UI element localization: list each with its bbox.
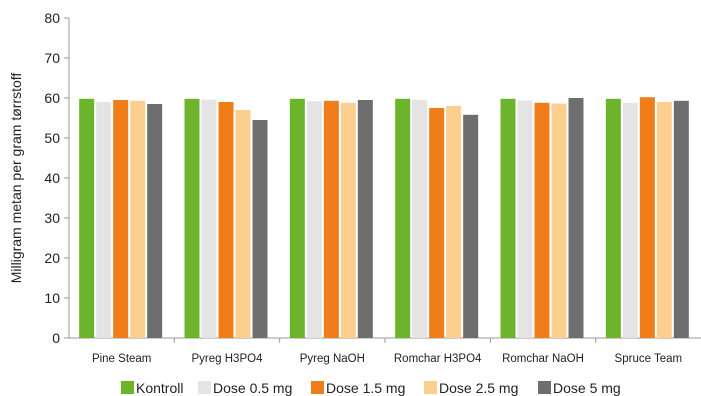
legend-swatch <box>121 381 134 394</box>
bar <box>429 108 445 338</box>
y-tick-label: 40 <box>44 170 60 186</box>
bar <box>113 100 129 338</box>
bar <box>656 102 672 338</box>
legend-label: Dose 0.5 mg <box>213 380 292 396</box>
bar <box>96 102 112 338</box>
x-tick-label: Pyreg NaOH <box>300 353 365 365</box>
bar <box>340 102 356 338</box>
bar <box>357 100 373 338</box>
legend: Kontroll Dose 0.5 mg Dose 1.5 mg Dose 2.5 m… <box>121 380 621 396</box>
labels: 0 10 20 30 40 50 60 70 80 Pine Steam Pyreg H3PO4 Py… <box>8 10 682 365</box>
bar <box>130 100 146 338</box>
legend-swatch <box>424 381 437 394</box>
y-tick-label: 10 <box>44 290 60 306</box>
bar <box>605 98 621 338</box>
bar <box>622 102 638 338</box>
x-tick-label: Romchar H3PO4 <box>394 353 482 365</box>
bar <box>534 102 550 338</box>
bar <box>184 98 200 338</box>
x-tick-label: Romchar NaOH <box>502 353 584 365</box>
legend-label: Dose 1.5 mg <box>326 380 405 396</box>
bar <box>568 98 584 338</box>
bar <box>323 100 339 338</box>
axes <box>64 17 701 343</box>
bar <box>289 98 305 338</box>
y-tick-label: 20 <box>44 250 60 266</box>
legend-swatch <box>311 381 324 394</box>
bar <box>218 102 234 338</box>
y-tick-label: 0 <box>52 330 60 346</box>
y-tick-label: 50 <box>44 130 60 146</box>
legend-label: Dose 5 mg <box>553 380 621 396</box>
bar <box>412 100 428 338</box>
legend-label: Dose 2.5 mg <box>439 380 518 396</box>
x-tick-label: Spruce Team <box>615 353 683 365</box>
bar <box>306 101 322 338</box>
y-tick-label: 60 <box>44 90 60 106</box>
x-tick-label: Pine Steam <box>92 353 151 365</box>
x-tick-label: Pyreg H3PO4 <box>192 353 264 365</box>
bar <box>79 98 95 338</box>
bar <box>201 99 217 338</box>
bar <box>147 104 163 338</box>
y-tick-label: 30 <box>44 210 60 226</box>
bar <box>500 98 516 338</box>
bar <box>551 103 567 338</box>
bar <box>446 106 462 338</box>
bar <box>235 110 251 338</box>
legend-swatch <box>198 381 211 394</box>
bar <box>639 97 655 338</box>
bar <box>517 100 533 339</box>
bar <box>463 114 479 338</box>
y-tick-label: 70 <box>44 50 60 66</box>
bar <box>395 98 411 338</box>
bar <box>252 120 268 338</box>
bars <box>79 97 689 339</box>
bar <box>673 100 689 338</box>
legend-swatch <box>538 381 551 394</box>
y-axis-title: Milligram metan per gram tørrstoff <box>8 73 24 284</box>
legend-label: Kontroll <box>136 380 183 396</box>
y-tick-label: 80 <box>44 10 60 26</box>
